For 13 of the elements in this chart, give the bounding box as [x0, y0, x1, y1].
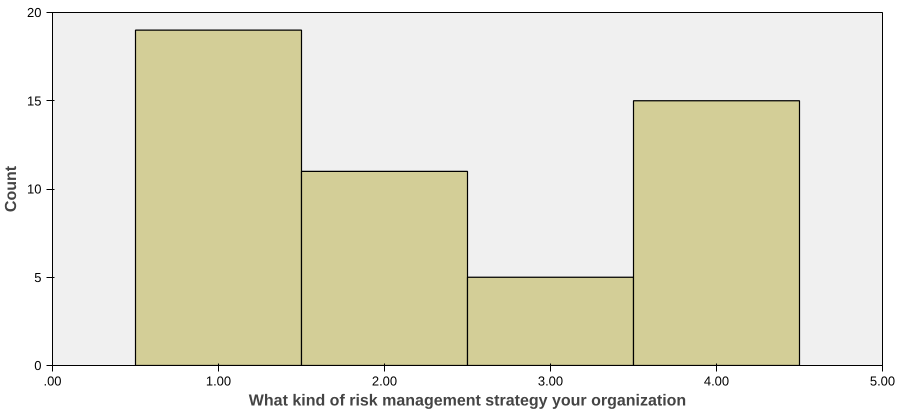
y-tick-label: 5	[34, 270, 42, 285]
x-tick-label: 4.00	[704, 374, 730, 388]
y-tick-label: 10	[27, 182, 42, 196]
y-tick-label: 0	[34, 358, 42, 373]
x-tick-label: .00	[43, 374, 62, 388]
x-axis-title: What kind of risk management strategy your organization	[248, 392, 686, 410]
y-axis-title: Count	[3, 165, 20, 212]
y-tick-label: 15	[27, 93, 42, 108]
x-tick-label: 2.00	[372, 374, 398, 388]
x-tick-label: 1.00	[206, 374, 232, 388]
x-tick-label: 5.00	[870, 374, 896, 388]
y-tick-label: 20	[27, 5, 42, 20]
x-tick-label: 3.00	[538, 374, 564, 388]
